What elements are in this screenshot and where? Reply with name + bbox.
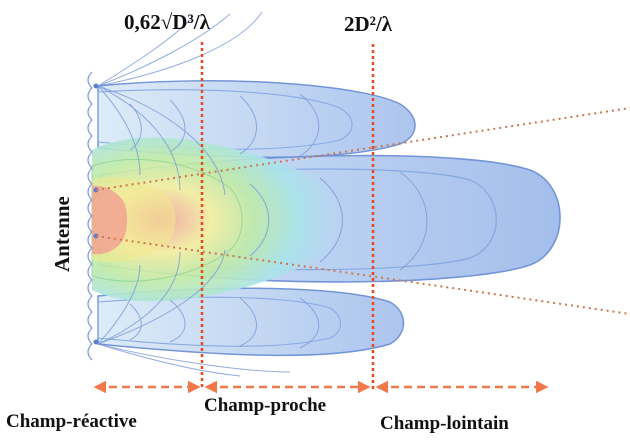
antenna-element xyxy=(87,71,99,361)
far-field-boundary-formula: 2D²/λ xyxy=(344,12,393,36)
near-field-label: Champ-proche xyxy=(204,395,327,416)
diverging-line-upper xyxy=(95,107,630,191)
reactive-boundary-formula: 0,62√D³/λ xyxy=(124,10,210,34)
far-field-label: Champ-lointain xyxy=(380,413,509,434)
antenna-label: Antenne xyxy=(50,196,74,272)
near-field-wave-contours xyxy=(97,11,428,377)
lower-side-lobe xyxy=(97,287,405,357)
reactive-near-field-core xyxy=(91,137,339,302)
reactive-field-label: Champ-réactive xyxy=(6,411,137,432)
